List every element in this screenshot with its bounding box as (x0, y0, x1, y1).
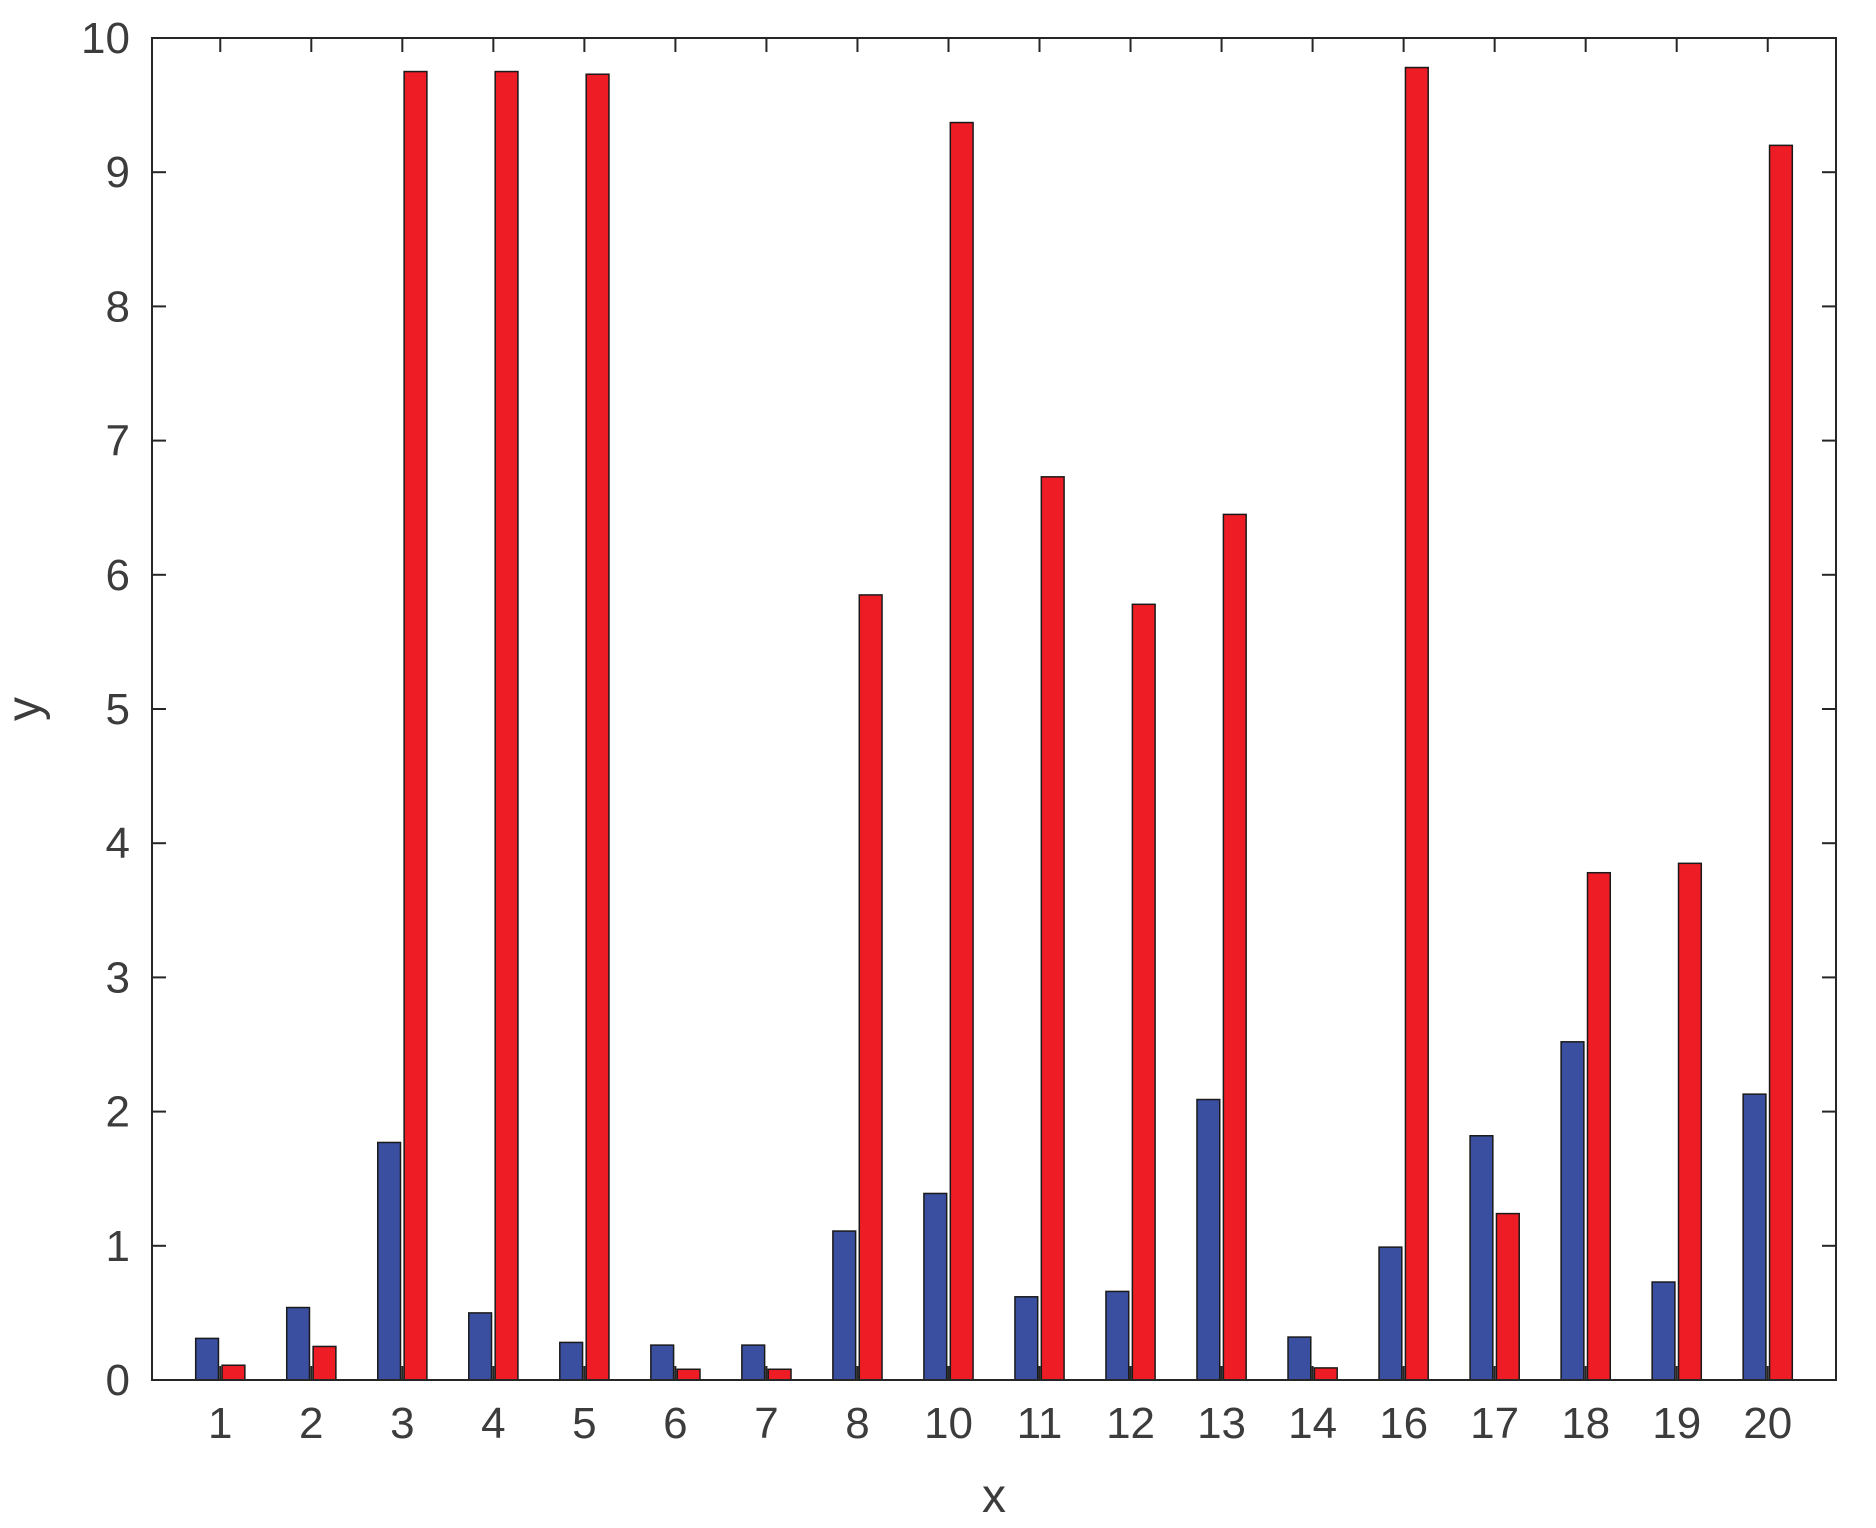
bar-series-2-x-19 (1677, 862, 1703, 1381)
x-tick-label: 13 (1197, 1399, 1246, 1448)
bar-series-2-x-1 (221, 1364, 246, 1381)
bar-series-2-x-4 (494, 70, 519, 1381)
x-tick-label: 18 (1561, 1399, 1610, 1448)
bar-series-1-x-16 (1378, 1246, 1403, 1381)
y-tick-label: 3 (106, 953, 130, 1002)
y-tick-label: 1 (106, 1222, 130, 1271)
bar-series-2-x-14 (1313, 1367, 1338, 1381)
bar-series-1-x-13 (1196, 1098, 1221, 1381)
bars-layer (194, 66, 1794, 1381)
bar-series-1-x-12 (1105, 1290, 1130, 1381)
bar-series-1-x-18 (1560, 1041, 1585, 1381)
bar-series-2-x-18 (1586, 871, 1612, 1381)
bar-series-1-x-11 (1014, 1296, 1039, 1381)
bar-series-1-x-19 (1651, 1281, 1676, 1381)
y-tick-label: 0 (106, 1356, 130, 1405)
ticks-layer (152, 37, 1836, 1381)
x-tick-label: 3 (390, 1399, 414, 1448)
x-tick-label: 14 (1288, 1399, 1337, 1448)
bar-series-1-x-4 (468, 1312, 493, 1381)
bar-series-2-x-16 (1404, 66, 1429, 1381)
y-tick-label: 4 (106, 819, 130, 868)
x-tick-label: 20 (1743, 1399, 1792, 1448)
x-tick-label: 5 (572, 1399, 596, 1448)
x-tick-label: 8 (845, 1399, 869, 1448)
bar-series-2-x-13 (1222, 513, 1247, 1381)
bar-series-2-x-17 (1495, 1212, 1520, 1381)
y-tick-label: 7 (106, 417, 130, 466)
bar-series-1-x-6 (650, 1344, 675, 1381)
bar-series-2-x-8 (858, 594, 883, 1381)
y-tick-label: 5 (106, 685, 130, 734)
x-tick-label: 6 (663, 1399, 687, 1448)
bar-series-1-x-5 (559, 1341, 584, 1381)
bar-series-1-x-20 (1742, 1093, 1767, 1381)
bar-series-2-x-3 (403, 70, 428, 1381)
bar-series-2-x-6 (676, 1368, 701, 1381)
bar-series-2-x-5 (585, 73, 610, 1381)
y-tick-label: 6 (106, 551, 130, 600)
x-axis-label: x (982, 1470, 1006, 1523)
x-tick-label: 16 (1379, 1399, 1428, 1448)
bar-series-1-x-8 (832, 1230, 857, 1381)
x-tick-label: 17 (1470, 1399, 1519, 1448)
x-tick-label: 4 (481, 1399, 505, 1448)
bar-series-2-x-12 (1131, 603, 1156, 1381)
x-tick-label: 12 (1106, 1399, 1155, 1448)
bar-series-1-x-17 (1469, 1135, 1494, 1381)
bar-series-1-x-10 (923, 1192, 948, 1381)
x-tick-label: 19 (1652, 1399, 1701, 1448)
y-axis-label: y (0, 697, 51, 721)
y-tick-label: 8 (106, 282, 130, 331)
bar-series-1-x-3 (377, 1141, 402, 1381)
x-tick-label: 2 (299, 1399, 323, 1448)
bar-series-2-x-7 (767, 1368, 792, 1381)
bar-series-2-x-2 (312, 1345, 337, 1381)
bar-series-2-x-10 (949, 121, 974, 1381)
y-tick-label: 2 (106, 1088, 130, 1137)
bar-series-1-x-14 (1287, 1336, 1312, 1381)
bar-series-1-x-2 (285, 1306, 311, 1381)
x-tick-label: 10 (924, 1399, 973, 1448)
plot-frame (151, 37, 1837, 1381)
x-tick-label: 11 (1017, 1399, 1063, 1448)
bar-series-2-x-11 (1040, 476, 1065, 1381)
bar-series-1-x-1 (194, 1337, 220, 1381)
x-tick-label: 7 (754, 1399, 778, 1448)
bar-series-2-x-20 (1768, 144, 1794, 1381)
bar-series-1-x-7 (741, 1344, 766, 1381)
x-tick-label: 1 (208, 1399, 232, 1448)
y-tick-label: 10 (81, 14, 130, 63)
y-tick-label: 9 (106, 148, 130, 197)
